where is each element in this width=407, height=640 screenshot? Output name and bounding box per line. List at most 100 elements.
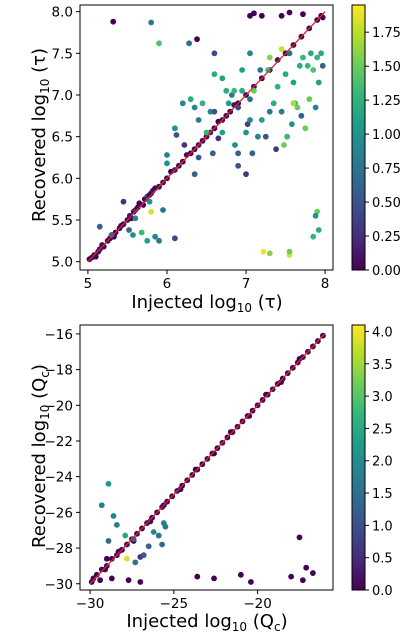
scatter-point: [266, 250, 273, 257]
scatter-point: [282, 71, 289, 78]
scatter-point: [140, 552, 147, 559]
y-tick-label: 7.5: [52, 46, 73, 62]
colorbar-tick-label: 1.0: [372, 519, 393, 534]
bottom-ylabel: Recovered log10 (Qc): [29, 364, 52, 548]
scatter-point: [126, 227, 132, 233]
colorbar-tick-label: 0.25: [372, 230, 401, 245]
scatter-point: [125, 577, 132, 584]
scatter-point: [105, 480, 112, 487]
scatter-point: [260, 248, 267, 255]
scatter-point: [266, 108, 273, 115]
scatter-point: [150, 529, 157, 535]
scatter-point: [251, 10, 257, 17]
scatter-point: [248, 579, 254, 585]
scatter-point: [235, 104, 242, 111]
colorbar-tick-label: 3.0: [372, 390, 393, 405]
scatter-point: [288, 121, 295, 128]
scatter-point: [247, 117, 253, 123]
x-tick-label: −30: [76, 596, 105, 612]
y-tick-label: −20: [45, 398, 74, 414]
scatter-point: [147, 518, 154, 525]
scatter-point: [310, 233, 317, 240]
scatter-point: [211, 575, 217, 582]
scatter-point: [300, 54, 306, 61]
scatter-point: [278, 12, 285, 19]
scatter-point: [105, 538, 112, 544]
scatter-point: [286, 248, 293, 255]
scatter-point: [243, 129, 249, 136]
scatter-point: [235, 150, 242, 157]
scatter-point: [211, 108, 218, 115]
colorbar-tick-label: 1.75: [372, 26, 401, 41]
scatter-point: [132, 215, 139, 222]
scatter-point: [258, 117, 265, 123]
scatter-point: [290, 100, 297, 107]
scatter-point: [132, 559, 139, 566]
scatter-point: [108, 232, 115, 238]
scatter-point: [274, 83, 281, 90]
scatter-point: [113, 521, 120, 528]
scatter-point: [310, 67, 317, 73]
scatter-point: [195, 117, 202, 123]
scatter-point: [108, 575, 115, 582]
scatter-point: [130, 232, 136, 238]
scatter-point: [103, 555, 110, 562]
scatter-point: [171, 125, 178, 132]
scatter-point: [294, 104, 301, 111]
scatter-point: [120, 198, 127, 205]
scatter-point: [194, 573, 201, 580]
bottom-xlabel: Injected log10 (Qc): [126, 611, 287, 634]
scatter-point: [303, 564, 310, 571]
scatter-point: [102, 566, 109, 573]
axes-frame: [79, 324, 334, 591]
scatter-point: [306, 96, 313, 103]
scatter-point: [177, 486, 184, 493]
colorbar-tick-label: 0.0: [372, 584, 393, 599]
scatter-point: [318, 50, 325, 57]
scatter-point: [265, 67, 272, 73]
scatter-point: [278, 108, 285, 115]
scatter-point: [296, 356, 303, 362]
scatter-point: [314, 54, 321, 61]
colorbar-tick-label: 1.25: [372, 94, 401, 109]
bottom-scatter-panel: −30 −25 −20 −30 −28 −26 −24 −22 −20 −18 −16 0.0 0.5 1…: [45, 324, 393, 612]
x-tick-label: 6: [163, 276, 172, 292]
scatter-point: [227, 429, 234, 435]
scatter-point: [211, 50, 218, 57]
scatter-point: [211, 71, 218, 78]
scatter-point: [319, 62, 326, 69]
scatter-point: [164, 160, 170, 167]
scatter-point: [108, 555, 115, 562]
y-tick-label: −26: [45, 505, 74, 521]
scatter-point: [164, 152, 170, 158]
scatter-point: [162, 523, 169, 530]
scatter-point: [254, 133, 261, 140]
scatter-point: [278, 46, 285, 53]
scatter-point: [223, 87, 230, 94]
top-scatter-panel: 5 6 7 8 5.0 5.5 6.0 6.5 7.0 7.5 8.0 0.00 0.25 0.50 0.7…: [52, 4, 401, 292]
y-tick-label: 5.0: [52, 255, 73, 271]
y-tick-label: 8.0: [52, 5, 73, 21]
scatter-point: [290, 79, 297, 86]
scatter-point: [270, 100, 277, 107]
scatter-point: [192, 466, 199, 473]
axes-frame: [79, 4, 334, 271]
colorbar: [351, 324, 366, 591]
y-tick-label: −16: [45, 327, 74, 343]
scatter-point: [140, 202, 147, 208]
scatter-point: [148, 208, 155, 215]
scatter-point: [160, 207, 166, 213]
scatter-point: [191, 104, 198, 111]
top-ylabel: Recovered log10 (τ): [29, 48, 52, 222]
colorbar-tick-label: 0.75: [372, 162, 401, 177]
scatter-point: [215, 135, 222, 142]
y-tick-label: 5.5: [52, 213, 73, 229]
scatter-point: [304, 62, 311, 69]
scatter-point: [296, 534, 303, 541]
scatter-point: [307, 50, 314, 57]
scatter-point: [191, 171, 198, 178]
scatter-point: [247, 96, 253, 103]
scatter-point: [246, 413, 253, 419]
scatter-point: [299, 577, 306, 584]
scatter-point: [122, 532, 129, 539]
